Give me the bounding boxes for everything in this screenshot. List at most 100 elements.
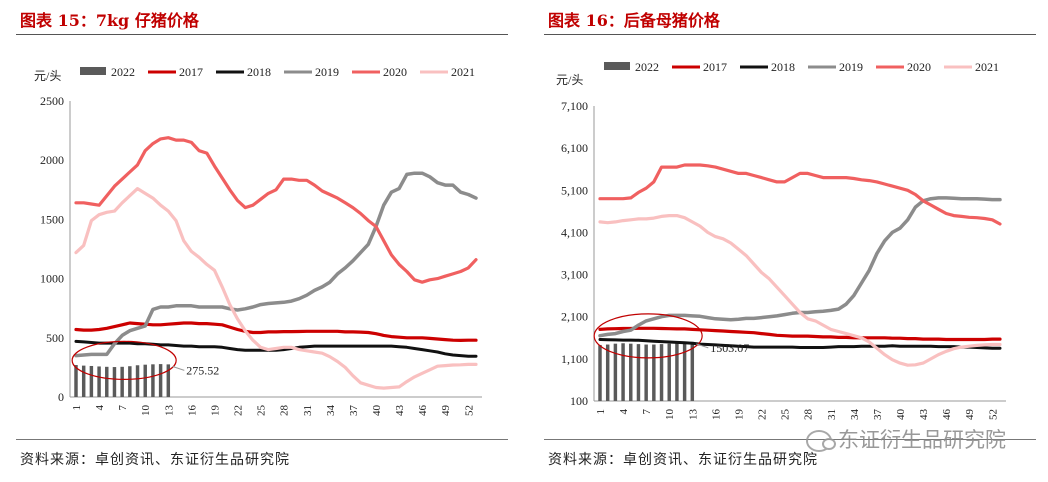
x-tick-label: 4 [618, 409, 630, 415]
series-line-2017 [74, 321, 478, 342]
x-tick-label: 28 [279, 405, 291, 417]
y-tick-label: 1000 [40, 272, 64, 286]
watermark-text: 东证衍生品研究院 [838, 428, 1006, 452]
chart-title: 图表 15：7kg 仔猪价格 [20, 11, 199, 30]
x-tick-label: 43 [394, 405, 406, 417]
x-tick-label: 31 [302, 405, 314, 416]
watermark: 东证衍生品研究院 [806, 424, 1006, 454]
y-tick-label: 1500 [40, 212, 64, 226]
y-tick-label: 500 [46, 331, 64, 345]
y-tick-label: 2,100 [561, 310, 588, 324]
x-tick-label: 40 [371, 405, 383, 417]
x-tick-label: 49 [964, 409, 976, 421]
x-tick-label: 43 [918, 409, 930, 421]
legend-label-2020: 2020 [383, 65, 407, 79]
series-line-2018 [74, 339, 478, 358]
bar-2022 [644, 344, 648, 401]
series-line-2020 [74, 136, 478, 284]
source-divider [544, 439, 1036, 440]
x-tick-label: 1 [595, 409, 607, 415]
sow-price-chart: 元/头 100 1,100 2,100 3,100 4,100 5,100 6,100 7,10… [556, 60, 1006, 421]
title-divider [544, 34, 1036, 35]
x-tick-label: 46 [417, 405, 429, 417]
x-tick-label: 19 [209, 405, 221, 417]
y-tick-label: 7,100 [561, 99, 588, 113]
source-note: 资料来源：卓创资讯、东证衍生品研究院 [20, 452, 290, 468]
x-tick-label: 37 [348, 405, 360, 417]
source-divider [16, 439, 508, 440]
piglet-price-chart: 元/头 0 500 1000 1500 2000 2500 1 4 7 10 13 16 19 22 25 28… [34, 65, 482, 417]
x-tick-label: 16 [186, 405, 198, 417]
bar-2022 [613, 343, 618, 401]
bar-2022 [128, 366, 132, 397]
bar-2022 [158, 364, 163, 397]
legend-label-2022: 2022 [635, 60, 659, 74]
bar-2022 [120, 366, 124, 397]
series-line-2018 [598, 338, 1002, 350]
series-line-2020 [598, 163, 1002, 226]
bar-2022 [667, 343, 671, 401]
legend-label-2020: 2020 [907, 60, 931, 74]
x-tick-label: 37 [872, 409, 884, 421]
x-tick-label: 7 [641, 409, 653, 415]
y-axis-label: 元/头 [34, 69, 61, 83]
x-tick-label: 19 [733, 409, 745, 421]
legend-label-2019: 2019 [839, 60, 863, 74]
legend-swatch-2022 [604, 62, 630, 70]
callout-leader [172, 365, 185, 371]
legend-label-2018: 2018 [247, 65, 271, 79]
y-tick-label: 100 [570, 394, 588, 408]
series-line-2019 [598, 196, 1002, 338]
x-tick-label: 13 [687, 409, 699, 421]
legend-label-2018: 2018 [771, 60, 795, 74]
callout-label: 275.52 [186, 363, 219, 377]
x-tick-label: 4 [94, 405, 106, 411]
bar-2022 [166, 364, 171, 397]
source-note: 资料来源：卓创资讯、东证衍生品研究院 [548, 452, 818, 468]
legend-label-2017: 2017 [703, 60, 727, 74]
bar-2022 [636, 344, 641, 401]
x-tick-label: 25 [780, 409, 792, 421]
y-tick-label: 6,100 [561, 141, 588, 155]
series-line-2021 [74, 187, 478, 390]
x-tick-label: 16 [710, 409, 722, 421]
y-tick-label: 3,100 [561, 268, 588, 282]
x-tick-label: 40 [895, 409, 907, 421]
title-divider [16, 34, 508, 35]
bar-2022 [89, 365, 94, 397]
callout-leader [696, 343, 709, 349]
y-tick-label: 5,100 [561, 183, 588, 197]
x-tick-label: 25 [256, 405, 268, 417]
y-tick-label: 4,100 [561, 225, 588, 239]
series-line-2021 [598, 214, 1002, 367]
x-tick-label: 10 [140, 405, 152, 417]
x-tick-label: 46 [941, 409, 953, 421]
legend-label-2022: 2022 [111, 65, 135, 79]
bar-2022 [621, 343, 625, 401]
x-tick-label: 34 [849, 409, 861, 421]
bar-2022 [112, 367, 117, 397]
x-tick-label: 31 [826, 409, 838, 420]
y-tick-label: 2000 [40, 153, 64, 167]
callout-ellipse [593, 313, 703, 359]
bar-2022 [675, 343, 679, 401]
series-line-2019 [74, 171, 478, 358]
x-tick-label: 52 [463, 405, 475, 416]
x-tick-label: 34 [325, 405, 337, 417]
x-tick-label: 1 [71, 405, 83, 411]
bar-2022 [74, 365, 78, 397]
legend-label-2021: 2021 [975, 60, 999, 74]
bar-2022 [629, 343, 633, 401]
x-tick-label: 7 [117, 405, 129, 411]
bar-2022 [105, 366, 109, 397]
x-tick-label: 13 [163, 405, 175, 417]
bar-2022 [151, 364, 155, 397]
y-axis-label: 元/头 [556, 73, 583, 87]
bar-2022 [135, 365, 140, 397]
series-line-2017 [598, 326, 1002, 342]
bar-2022 [682, 342, 687, 401]
x-tick-label: 10 [664, 409, 676, 421]
legend-label-2017: 2017 [179, 65, 203, 79]
legend-label-2019: 2019 [315, 65, 339, 79]
bar-2022 [143, 364, 147, 397]
